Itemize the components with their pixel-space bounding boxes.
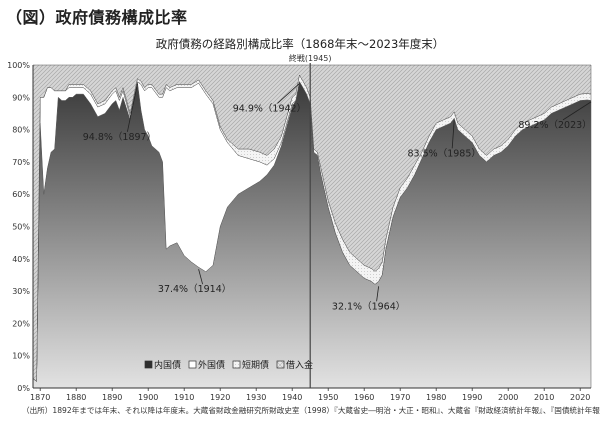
divider-1945-label: 終戦(1945) xyxy=(289,53,332,63)
x-tick-label: 1910 xyxy=(174,393,194,402)
legend-label-borrowing: 借入金 xyxy=(286,359,313,371)
x-tick-label: 1930 xyxy=(246,393,266,402)
legend-label-domestic: 内国債 xyxy=(154,359,181,371)
legend-swatch-foreign xyxy=(188,360,197,369)
annotation-leader xyxy=(198,269,203,285)
annotation-leader xyxy=(127,83,138,132)
chart-title: 政府債務の経路別構成比率（1868年末〜2023年度末） xyxy=(155,37,445,51)
annotation-leader xyxy=(277,83,300,104)
annotation-label: 83.5%（1985） xyxy=(408,147,481,159)
x-tick-label: 2010 xyxy=(534,393,554,402)
x-tick-label: 1950 xyxy=(318,393,338,402)
y-tick-label: 30% xyxy=(12,287,30,296)
y-tick-label: 10% xyxy=(12,352,30,361)
area-borrowing xyxy=(32,64,592,383)
legend-label-foreign: 外国債 xyxy=(198,359,225,371)
x-tick-label: 1980 xyxy=(426,393,446,402)
x-tick-label: 1920 xyxy=(210,393,230,402)
annotation-label: 32.1%（1964） xyxy=(332,300,405,312)
x-tick-label: 1900 xyxy=(138,393,158,402)
annotation-leader xyxy=(376,286,379,302)
y-tick-label: 70% xyxy=(12,158,30,167)
y-tick-label: 0% xyxy=(17,384,30,393)
x-tick-label: 1880 xyxy=(66,393,86,402)
y-tick-label: 40% xyxy=(12,255,30,264)
y-tick-label: 20% xyxy=(12,319,30,328)
annotation-leader xyxy=(451,120,455,149)
annotation-label: 37.4%（1914） xyxy=(158,283,231,295)
annotation-label: 94.9%（1942） xyxy=(233,102,306,114)
x-tick-label: 1890 xyxy=(102,393,122,402)
legend-label-short: 短期債 xyxy=(242,359,269,371)
annotation-label: 94.8%（1897） xyxy=(83,131,156,143)
x-tick-label: 1990 xyxy=(462,393,482,402)
x-tick-label: 2020 xyxy=(570,393,590,402)
y-tick-label: 50% xyxy=(12,223,30,232)
legend-swatch-domestic xyxy=(144,360,153,369)
legend-swatch-borrowing xyxy=(276,360,285,369)
y-tick-label: 80% xyxy=(12,126,30,135)
source-note: （出所）1892年までは年末、それ以降は年度末。大蔵省財政金融研究所財政史室（1… xyxy=(22,406,600,415)
y-tick-label: 60% xyxy=(12,190,30,199)
y-tick-label: 100% xyxy=(7,61,30,70)
x-tick-label: 1960 xyxy=(354,393,374,402)
x-tick-label: 1870 xyxy=(30,393,50,402)
annotation-leader xyxy=(562,101,592,121)
figure-title: （図）政府債務構成比率 xyxy=(6,8,188,27)
annotation-label: 89.2%（2023） xyxy=(518,119,591,131)
x-tick-label: 1940 xyxy=(282,393,302,402)
y-tick-label: 90% xyxy=(12,93,30,102)
legend-swatch-short xyxy=(232,360,241,369)
x-tick-label: 1970 xyxy=(390,393,410,402)
x-tick-label: 2000 xyxy=(498,393,518,402)
